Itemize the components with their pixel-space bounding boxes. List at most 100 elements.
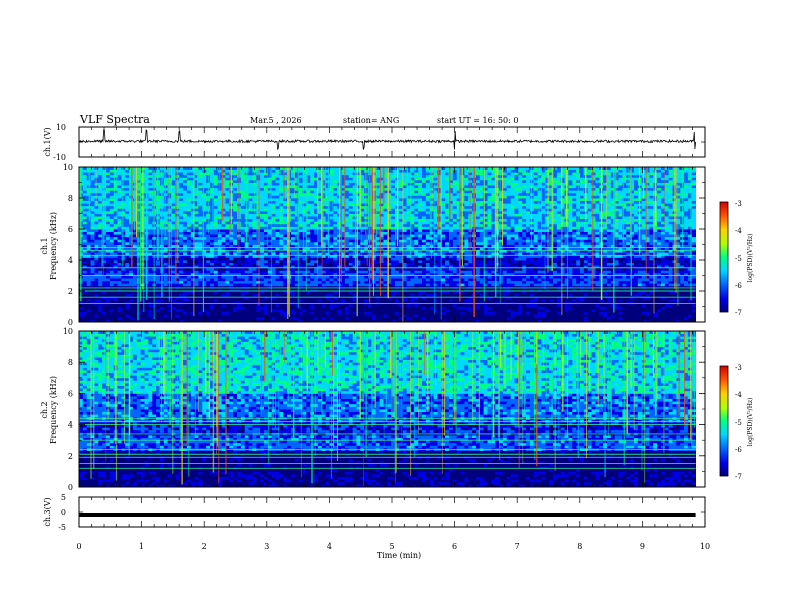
spectrogram-cell bbox=[537, 254, 542, 258]
spectrogram-cell bbox=[183, 316, 188, 320]
spectrogram-cell bbox=[341, 272, 346, 276]
spectrogram-cell bbox=[148, 270, 153, 274]
spectrogram-cell bbox=[306, 301, 311, 305]
spectrogram-cell bbox=[237, 244, 242, 248]
spectrogram-cell bbox=[580, 272, 585, 276]
spectrogram-cell bbox=[580, 291, 585, 294]
spectrogram-cell bbox=[533, 301, 538, 305]
spectrogram-cell bbox=[302, 249, 307, 253]
spectrogram-cell bbox=[86, 244, 91, 248]
spectrogram-cell bbox=[248, 319, 253, 322]
spectrogram-cell bbox=[360, 288, 365, 292]
spectrogram-cell bbox=[125, 267, 130, 271]
spectrogram-cell bbox=[560, 265, 565, 269]
spectrogram-cell bbox=[148, 309, 153, 313]
spectrogram-cell bbox=[583, 275, 589, 279]
spectrogram-cell bbox=[464, 319, 469, 322]
spectrogram-cell bbox=[564, 288, 569, 292]
spectrogram-cell bbox=[244, 267, 249, 271]
spectrogram-cell bbox=[587, 306, 592, 310]
spectrogram-cell bbox=[556, 270, 562, 274]
spectrogram-cell bbox=[560, 278, 565, 282]
spectrogram-cell bbox=[437, 316, 442, 320]
spectrogram-cell bbox=[398, 265, 404, 269]
spectrogram-cell bbox=[518, 301, 523, 305]
spectrogram-cell bbox=[514, 241, 519, 245]
spectrogram-cell bbox=[117, 301, 122, 305]
spectrogram-cell bbox=[606, 262, 612, 266]
spectrogram-cell bbox=[198, 267, 203, 271]
spectrogram-cell bbox=[541, 247, 546, 251]
spectrogram-cell bbox=[614, 301, 619, 305]
spectrogram-cell bbox=[271, 316, 276, 320]
spectrogram-cell bbox=[622, 314, 627, 318]
spectrogram-cell bbox=[86, 254, 91, 258]
spectrogram-cell bbox=[410, 278, 415, 282]
spectrogram-cell bbox=[687, 285, 693, 289]
spectrogram-cell bbox=[568, 306, 573, 310]
spectrogram-cell bbox=[221, 280, 226, 284]
spectrogram-cell bbox=[533, 260, 538, 263]
spectrogram-cell bbox=[514, 278, 519, 282]
spectrogram-cell bbox=[86, 280, 91, 284]
spectrogram-cell bbox=[437, 244, 442, 248]
spectrogram-cell bbox=[545, 288, 550, 292]
spectrogram-cell bbox=[452, 309, 458, 313]
spectrogram-cell bbox=[329, 249, 334, 253]
spectrogram-cell bbox=[298, 285, 303, 289]
spectrogram-cell bbox=[360, 275, 365, 279]
spectrogram-cell bbox=[437, 311, 442, 315]
spectrogram-cell bbox=[495, 272, 500, 276]
spectrogram-cell bbox=[595, 306, 600, 310]
spectrogram-cell bbox=[256, 260, 261, 263]
spectrogram-cell bbox=[633, 293, 639, 297]
spectrogram-cell bbox=[252, 278, 257, 282]
spectrogram-cell bbox=[464, 298, 469, 302]
spectrogram-cell bbox=[310, 316, 315, 320]
spectrogram-cell bbox=[687, 278, 693, 282]
spectrogram-cell bbox=[445, 262, 450, 266]
spectrogram-cell bbox=[360, 272, 365, 276]
spectrogram-cell bbox=[406, 296, 411, 300]
spectrogram-cell bbox=[649, 257, 654, 261]
spectrogram-cell bbox=[271, 309, 276, 313]
spectrogram-cell bbox=[302, 278, 307, 282]
spectrogram-cell bbox=[113, 314, 118, 318]
spectrogram-cell bbox=[495, 288, 500, 292]
spectrogram-cell bbox=[622, 275, 627, 279]
spectrogram-cell bbox=[132, 270, 138, 274]
spectrogram-cell bbox=[109, 241, 115, 245]
spectrogram-cell bbox=[98, 298, 103, 302]
spectrogram-cell bbox=[117, 270, 122, 274]
spectrogram-cell bbox=[198, 272, 203, 276]
spectrogram-cell bbox=[510, 252, 515, 256]
spectrogram-cell bbox=[660, 265, 666, 269]
spectrogram-cell bbox=[202, 272, 207, 276]
spectrogram-cell bbox=[379, 303, 384, 307]
spectrogram-cell bbox=[464, 257, 469, 261]
spectrogram-cell bbox=[603, 262, 608, 266]
spectrogram-cell bbox=[129, 275, 134, 279]
spectrogram-cell bbox=[410, 285, 415, 289]
spectrogram-cell bbox=[294, 314, 300, 318]
spectrogram-cell bbox=[626, 241, 631, 245]
spectrogram-cell bbox=[495, 316, 500, 320]
spectrogram-cell bbox=[664, 252, 670, 256]
spectrogram-cell bbox=[210, 254, 215, 258]
spectrogram-cell bbox=[445, 291, 450, 294]
spectrogram-cell bbox=[375, 252, 380, 256]
spectrogram-cell bbox=[553, 244, 558, 248]
spectrogram-cell bbox=[333, 319, 338, 322]
spectrogram-cell bbox=[641, 247, 646, 251]
spectrogram-cell bbox=[587, 249, 592, 253]
spectrogram-cell bbox=[514, 291, 519, 294]
spectrogram-cell bbox=[425, 265, 431, 269]
spectrogram-cell bbox=[290, 303, 296, 307]
spectrogram-cell bbox=[383, 249, 388, 253]
spectrogram-cell bbox=[140, 306, 145, 310]
spectrogram-cell bbox=[310, 319, 315, 322]
spectrogram-cell bbox=[221, 257, 226, 261]
spectrogram-cell bbox=[186, 301, 192, 305]
spectrogram-cell bbox=[560, 293, 565, 297]
spectrogram-cell bbox=[553, 272, 558, 276]
